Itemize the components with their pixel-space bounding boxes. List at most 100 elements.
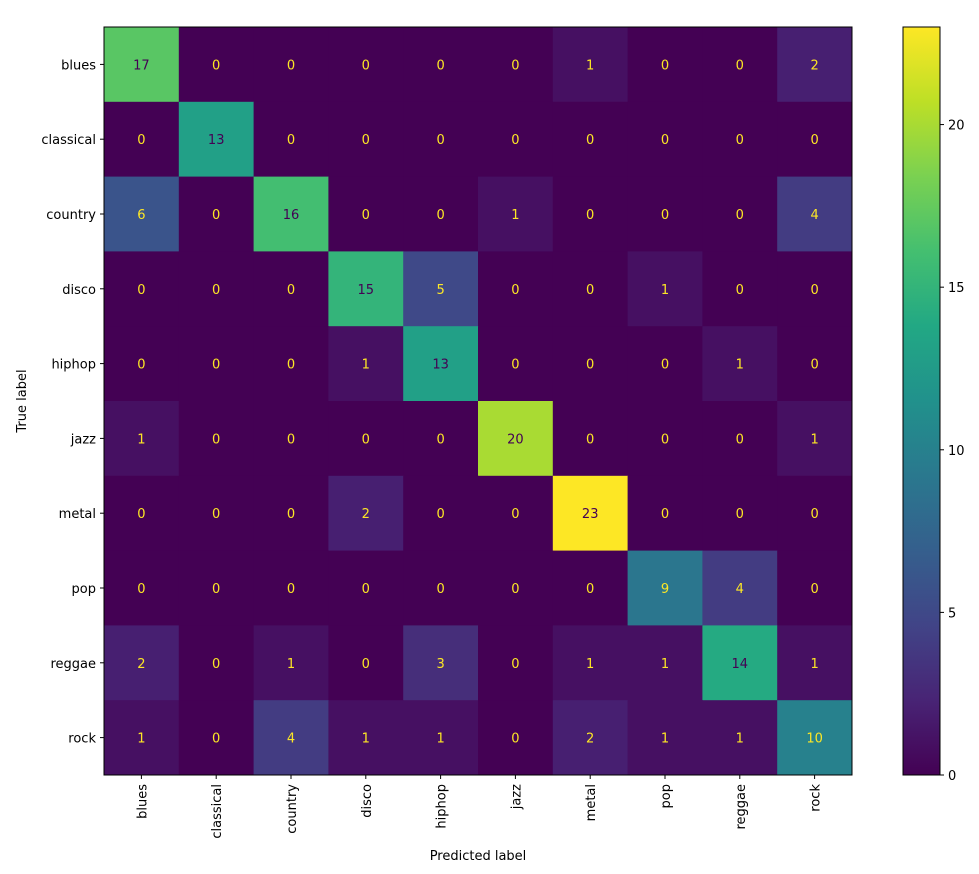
cell-disco-disco: [328, 251, 404, 327]
y-tick-label: classical: [41, 133, 96, 148]
cell-value: 0: [287, 358, 295, 373]
x-tick-label: blues: [135, 784, 150, 819]
cell-value: 0: [586, 208, 594, 223]
x-tick-label: classical: [210, 784, 225, 839]
cell-blues-hiphop: [403, 27, 479, 103]
y-axis-label: True label: [15, 369, 30, 433]
cell-rock-jazz: [478, 700, 554, 776]
cell-metal-hiphop: [403, 475, 479, 552]
cell-country-jazz: [478, 176, 554, 252]
cell-value: 0: [362, 58, 370, 73]
cell-reggae-hiphop: [403, 625, 479, 701]
cell-metal-reggae: [702, 475, 778, 552]
cell-value: 0: [212, 432, 220, 447]
cell-hiphop-pop: [627, 326, 703, 402]
cell-value: 0: [511, 358, 519, 373]
cell-disco-blues: [104, 251, 180, 327]
cell-value: 0: [586, 283, 594, 298]
cell-value: 1: [586, 58, 594, 73]
y-axis-ticks: blues classical country disco hiphop jazz meta…: [41, 58, 104, 747]
cell-value: 0: [586, 432, 594, 447]
cell-value: 0: [586, 582, 594, 597]
cell-value: 0: [137, 582, 145, 597]
cell-hiphop-disco: [328, 326, 404, 402]
cell-reggae-blues: [104, 625, 180, 701]
cell-rock-reggae: [702, 700, 778, 776]
x-tick-label: rock: [809, 784, 824, 812]
cell-value: 0: [212, 582, 220, 597]
y-tick-label: country: [46, 208, 96, 223]
cell-value: 1: [287, 657, 295, 672]
cell-value: 2: [362, 507, 370, 522]
x-tick-label: reggae: [734, 784, 749, 830]
cell-disco-jazz: [478, 251, 554, 327]
cell-blues-rock: [777, 27, 853, 103]
cell-value: 2: [810, 58, 818, 73]
cell-classical-reggae: [702, 101, 778, 178]
cell-value: 0: [511, 283, 519, 298]
cell-value: 0: [212, 283, 220, 298]
cell-pop-classical: [178, 550, 255, 626]
cell-reggae-country: [253, 625, 329, 701]
cell-value: 0: [436, 507, 444, 522]
cell-value: 0: [436, 432, 444, 447]
cell-country-reggae: [702, 176, 778, 252]
cell-hiphop-hiphop: [403, 326, 479, 402]
cell-value: 3: [436, 657, 444, 672]
cell-rock-rock: [777, 700, 853, 776]
cell-jazz-reggae: [702, 401, 778, 477]
cell-value: 0: [661, 133, 669, 148]
cell-value: 1: [586, 657, 594, 672]
cell-value: 0: [586, 358, 594, 373]
cell-value: 0: [287, 432, 295, 447]
colorbar-ticks: 0 5 10 15 20: [940, 119, 965, 784]
cell-value: 23: [582, 507, 599, 522]
cell-value: 0: [436, 208, 444, 223]
x-tick-label: jazz: [509, 784, 524, 810]
cell-country-country: [253, 176, 329, 252]
y-tick-label: blues: [61, 58, 96, 73]
cell-value: 0: [661, 58, 669, 73]
cell-country-blues: [104, 176, 180, 252]
cell-country-rock: [777, 176, 853, 252]
cell-classical-blues: [104, 101, 180, 178]
cell-value: 1: [137, 732, 145, 747]
cell-value: 0: [736, 432, 744, 447]
cell-value: 0: [137, 283, 145, 298]
cell-metal-country: [253, 475, 329, 552]
x-tick-label: metal: [584, 784, 599, 821]
cell-jazz-blues: [104, 401, 180, 477]
cell-value: 0: [511, 657, 519, 672]
cell-value: 0: [511, 133, 519, 148]
cell-country-classical: [178, 176, 255, 252]
cell-pop-country: [253, 550, 329, 626]
cell-value: 2: [586, 732, 594, 747]
colorbar-tick-label: 15: [948, 281, 965, 296]
cell-metal-disco: [328, 475, 404, 552]
cell-reggae-pop: [627, 625, 703, 701]
cell-hiphop-classical: [178, 326, 255, 402]
cell-value: 0: [436, 133, 444, 148]
cell-pop-jazz: [478, 550, 554, 626]
colorbar-tick-label: 0: [948, 769, 956, 784]
cell-hiphop-reggae: [702, 326, 778, 402]
cell-value: 0: [586, 133, 594, 148]
cell-value: 13: [432, 358, 449, 373]
x-axis-ticks: blues classical country disco hiphop jazz meta…: [135, 775, 824, 839]
cell-jazz-pop: [627, 401, 703, 477]
cell-value: 1: [137, 432, 145, 447]
cell-value: 0: [736, 133, 744, 148]
y-tick-label: rock: [68, 732, 96, 747]
cell-pop-rock: [777, 550, 853, 626]
cell-reggae-metal: [552, 625, 629, 701]
cell-reggae-classical: [178, 625, 255, 701]
cell-value: 1: [661, 657, 669, 672]
cell-value: 0: [810, 133, 818, 148]
matrix-cells: 17 0 0 0 0 0 1 0 0 20 13 0 0 0 0 0 0 0 06 0 16 0 0 1 0 0 0 40 0 0 15 5 0…: [104, 27, 853, 776]
cell-rock-metal: [552, 700, 629, 776]
colorbar-tick-label: 20: [948, 119, 965, 134]
cell-blues-reggae: [702, 27, 778, 103]
cell-pop-metal: [552, 550, 629, 626]
cell-value: 0: [287, 283, 295, 298]
